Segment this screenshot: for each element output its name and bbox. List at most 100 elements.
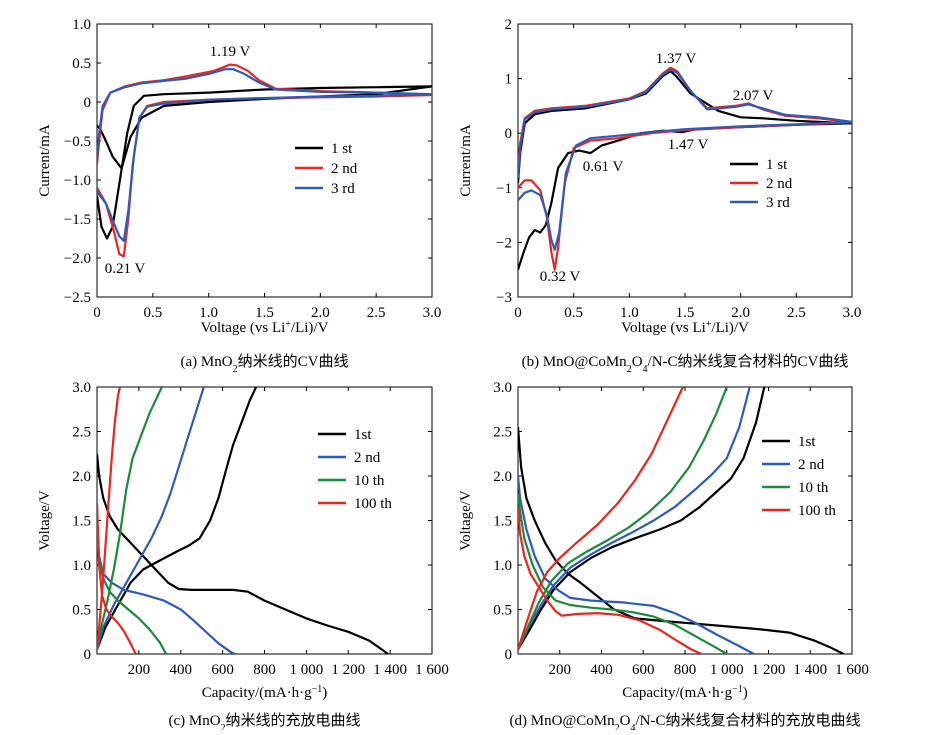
peak-annotation: 1.37 V [656, 51, 697, 67]
legend-label: 100 th [354, 496, 392, 512]
chart-panel-a: 1.00.50−0.5−1.0−1.5−2.0−2.50 0.5 1.0 1.5 2.0… [37, 17, 441, 375]
peak-annotation: 0.61 V [583, 159, 624, 175]
x-tick-label: 200 [128, 662, 151, 678]
y-tick-label: 2.0 [72, 469, 91, 485]
chart-panel-d: 3.0 2.5 2.0 1.5 1.0 0.5 0 200 400 600 800 1 000 1 20… [458, 380, 869, 734]
series-line-100th-1 [518, 387, 684, 650]
legend-label: 100 th [798, 503, 836, 519]
y-tick-label: −2 [496, 235, 512, 251]
y-tick-label: 0 [84, 647, 92, 663]
series-line-2nd-1 [97, 387, 205, 650]
chart-panel-b: 210−1−2−30 0.5 1.0 1.5 2.0 2.5 3.01 st2 nd3 rd… [458, 17, 861, 375]
x-tick-label: 1 600 [835, 662, 869, 678]
y-tick-label: 2.5 [493, 425, 512, 441]
y-tick-label: 0 [505, 126, 513, 142]
x-tick-label: 400 [590, 662, 613, 678]
x-tick-label: 800 [674, 662, 697, 678]
x-tick-label: 2.0 [731, 305, 750, 321]
y-axis-label: Current/mA [458, 124, 474, 197]
y-tick-label: −1.5 [64, 212, 91, 228]
x-tick-label: 0.5 [564, 305, 583, 321]
x-tick-label: 0 [93, 305, 101, 321]
x-tick-label: 1.5 [255, 305, 274, 321]
series-line-1st-0 [518, 427, 845, 654]
y-tick-label: 2.0 [493, 469, 512, 485]
series-line-3rd [518, 68, 852, 251]
x-tick-label: 200 [549, 662, 572, 678]
x-tick-label: 3.0 [843, 305, 862, 321]
y-tick-label: 0.5 [493, 603, 512, 619]
x-axis-label: Voltage (vs Li+/Li)/V [621, 319, 749, 337]
legend-label: 3 rd [331, 181, 355, 197]
x-tick-label: 1.0 [199, 305, 218, 321]
plot-frame [96, 386, 433, 655]
y-tick-label: −1.0 [64, 173, 91, 189]
x-tick-label: 1 400 [793, 662, 827, 678]
panel-caption: (a) MnO2纳米线的CV曲线 [181, 353, 349, 375]
x-tick-label: 1.0 [620, 305, 639, 321]
series-line-100th-0 [518, 507, 703, 654]
y-tick-label: 1.0 [493, 558, 512, 574]
peak-annotation: 0.21 V [105, 261, 146, 277]
y-tick-label: 3.0 [72, 380, 91, 396]
y-tick-label: −3 [496, 290, 512, 306]
legend-label: 1st [798, 434, 816, 450]
x-tick-label: 1 200 [752, 662, 786, 678]
x-tick-label: 0 [514, 305, 522, 321]
x-tick-label: 1 000 [290, 662, 324, 678]
y-tick-label: 0.5 [72, 56, 91, 72]
series-line-2nd-1 [518, 387, 751, 650]
x-axis-label: Capacity/(mA·h·g−1) [622, 684, 748, 702]
x-tick-label: 1 000 [710, 662, 744, 678]
series-line-1st-0 [97, 453, 389, 654]
series-line-100th-0 [97, 502, 137, 654]
series-line-1st-1 [97, 387, 258, 650]
x-tick-label: 600 [632, 662, 655, 678]
x-tick-label: 3.0 [423, 305, 442, 321]
y-tick-label: 2.5 [72, 425, 91, 441]
plot-frame [96, 23, 433, 298]
y-tick-label: 1 [505, 72, 513, 88]
y-axis-label: Voltage/V [37, 490, 53, 551]
y-tick-label: 3.0 [493, 380, 512, 396]
x-tick-label: 2.5 [787, 305, 806, 321]
y-tick-label: 1.5 [72, 514, 91, 530]
x-tick-label: 600 [211, 662, 234, 678]
y-tick-label: 1.0 [72, 558, 91, 574]
x-tick-label: 0.5 [143, 305, 162, 321]
series-line-100th-1 [97, 387, 122, 650]
peak-annotation: 1.47 V [668, 137, 709, 153]
y-tick-label: −2.0 [64, 251, 91, 267]
y-tick-label: −0.5 [64, 134, 91, 150]
legend-label: 2 nd [354, 450, 381, 466]
x-axis-label: Capacity/(mA·h·g−1) [202, 684, 328, 702]
series-line-2nd-0 [518, 475, 755, 654]
legend-label: 10 th [798, 480, 829, 496]
x-axis-label: Voltage (vs Li+/Li)/V [201, 319, 329, 337]
panel-caption: (c) MnO2纳米线的充放电曲线 [168, 712, 360, 730]
x-tick-label: 1 400 [373, 662, 407, 678]
series-line-3rd [97, 68, 432, 242]
series-line-10th-0 [97, 538, 168, 654]
legend-label: 3 rd [766, 195, 790, 211]
legend-label: 1 st [331, 141, 353, 157]
legend-label: 2 nd [798, 457, 825, 473]
x-tick-label: 2.0 [311, 305, 330, 321]
legend-label: 2 nd [766, 176, 793, 192]
peak-annotation: 0.32 V [540, 269, 581, 285]
peak-annotation: 2.07 V [733, 88, 774, 104]
panel-caption: (b) MnO@CoMn2O4/N-C纳米线复合材料的CV曲线 [522, 352, 849, 375]
y-tick-label: −2.5 [64, 290, 91, 306]
panel-caption: (d) MnO@CoMn2O4/N-C纳米线复合材料的充放电曲线 [510, 711, 861, 730]
x-tick-label: 400 [170, 662, 193, 678]
x-tick-label: 1 600 [415, 662, 449, 678]
y-tick-label: 2 [505, 17, 513, 33]
series-line-10th-1 [518, 387, 728, 650]
y-tick-label: −1 [496, 181, 512, 197]
y-tick-label: 1.0 [72, 17, 91, 33]
x-tick-label: 1.5 [676, 305, 695, 321]
y-tick-label: 0 [84, 95, 92, 111]
chart-panel-c: 3.0 2.5 2.0 1.5 1.0 0.5 0 200 400 600 800 1 000 1 20… [37, 380, 449, 734]
